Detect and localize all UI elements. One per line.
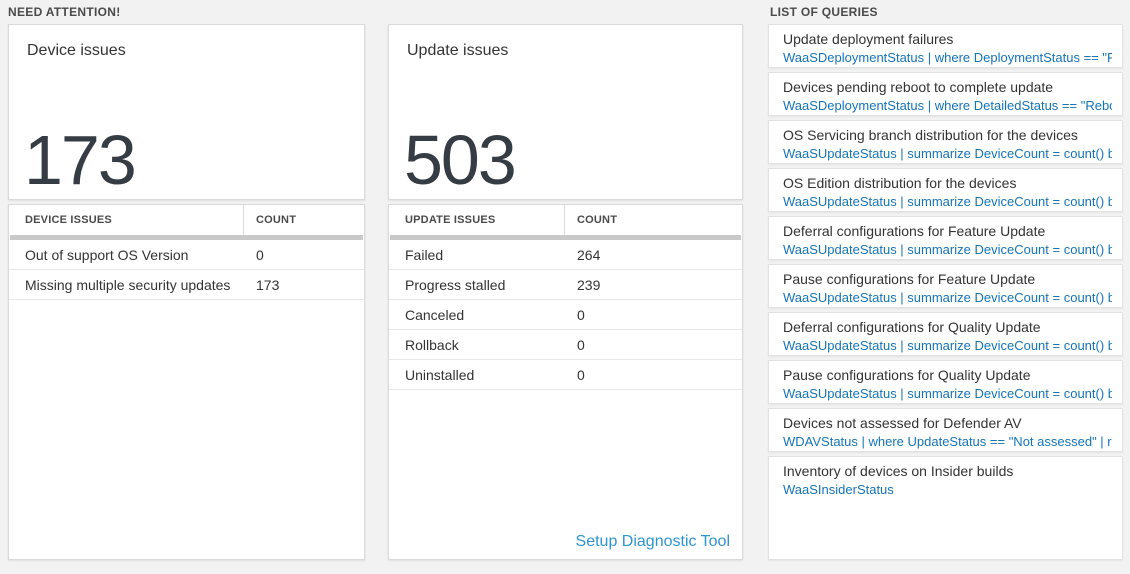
tile-title: Update issues [407,42,509,59]
column-header-count: COUNT [256,214,297,226]
table-header-separator [10,235,363,240]
table-header-separator [390,235,741,240]
column-header-device-issues: DEVICE ISSUES [9,205,244,235]
query-item-os-edition-distribution[interactable]: OS Edition distribution for the devices … [768,168,1123,212]
table-header-row: UPDATE ISSUES COUNT [389,205,742,235]
table-header-row: DEVICE ISSUES COUNT [9,205,364,235]
query-item-deferral-feature-update[interactable]: Deferral configurations for Feature Upda… [768,216,1123,260]
query-item-devices-pending-reboot[interactable]: Devices pending reboot to complete updat… [768,72,1123,116]
table-row-rollback[interactable]: Rollback 0 [389,330,742,360]
column-header-update-issues: UPDATE ISSUES [389,205,565,235]
table-row-progress-stalled[interactable]: Progress stalled 239 [389,270,742,300]
device-issues-count: 173 [24,121,137,199]
query-item-defender-not-assessed[interactable]: Devices not assessed for Defender AV WDA… [768,408,1123,452]
query-item-pause-feature-update[interactable]: Pause configurations for Feature Update … [768,264,1123,308]
update-issues-count: 503 [404,121,517,199]
table-row-missing-security-updates[interactable]: Missing multiple security updates 173 [9,270,364,300]
list-of-queries-heading: LIST OF QUERIES [770,5,878,19]
query-item-deferral-quality-update[interactable]: Deferral configurations for Quality Upda… [768,312,1123,356]
update-issues-column: Update issues 503 UPDATE ISSUES COUNT Fa… [388,24,743,560]
query-list: Update deployment failures WaaSDeploymen… [768,24,1123,560]
query-item-update-deployment-failures[interactable]: Update deployment failures WaaSDeploymen… [768,24,1123,68]
update-issues-table: UPDATE ISSUES COUNT Failed 264 Progress … [388,204,743,560]
table-row-uninstalled[interactable]: Uninstalled 0 [389,360,742,390]
device-issues-column: Device issues 173 DEVICE ISSUES COUNT Ou… [8,24,365,560]
query-item-os-servicing-branch[interactable]: OS Servicing branch distribution for the… [768,120,1123,164]
column-header-count: COUNT [577,214,618,226]
update-issues-tile[interactable]: Update issues 503 [388,24,743,200]
table-row-out-of-support[interactable]: Out of support OS Version 0 [9,240,364,270]
query-item-pause-quality-update[interactable]: Pause configurations for Quality Update … [768,360,1123,404]
tile-title: Device issues [27,42,126,59]
query-item-insider-builds[interactable]: Inventory of devices on Insider builds W… [768,456,1123,560]
setup-diagnostic-tool-link[interactable]: Setup Diagnostic Tool [575,533,730,550]
device-issues-tile[interactable]: Device issues 173 [8,24,365,200]
need-attention-heading: NEED ATTENTION! [8,5,121,19]
table-row-canceled[interactable]: Canceled 0 [389,300,742,330]
device-issues-table: DEVICE ISSUES COUNT Out of support OS Ve… [8,204,365,560]
table-row-failed[interactable]: Failed 264 [389,240,742,270]
